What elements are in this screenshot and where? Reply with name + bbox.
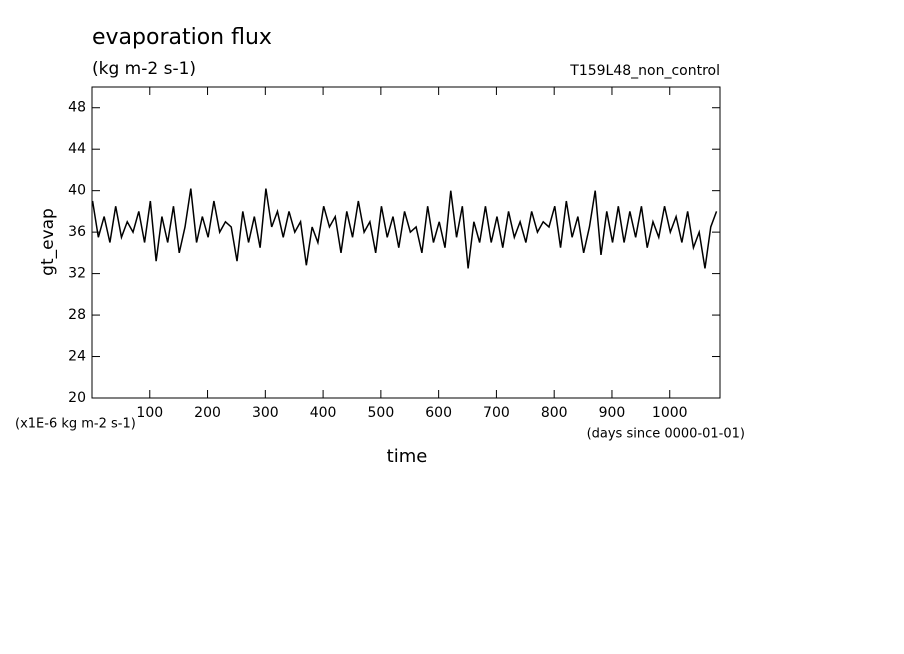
y-tick-label: 48 — [68, 100, 86, 116]
x-tick-label: 600 — [425, 405, 452, 421]
chart-title: evaporation flux — [92, 25, 272, 50]
chart-subtitle: (kg m-2 s-1) — [92, 59, 196, 79]
y-axis-label: gt_evap — [38, 208, 58, 276]
y-tick-label: 20 — [68, 390, 86, 406]
y-tick-label: 40 — [68, 183, 86, 199]
y-tick-label: 44 — [68, 141, 86, 157]
y-tick-label: 36 — [68, 224, 86, 240]
x-tick-label: 100 — [136, 405, 163, 421]
y-units: (x1E-6 kg m-2 s-1) — [15, 417, 136, 432]
x-tick-label: 400 — [310, 405, 337, 421]
x-tick-label: 900 — [599, 405, 626, 421]
x-tick-label: 700 — [483, 405, 510, 421]
x-tick-label: 300 — [252, 405, 279, 421]
x-tick-label: 200 — [194, 405, 221, 421]
x-tick-label: 500 — [368, 405, 395, 421]
plot-frame — [91, 86, 721, 399]
x-axis-label: time — [387, 446, 428, 467]
y-tick-label: 28 — [68, 307, 86, 323]
x-tick-label: 800 — [541, 405, 568, 421]
y-tick-label: 32 — [68, 266, 86, 282]
x-tick-label: 1000 — [652, 405, 688, 421]
x-units: (days since 0000-01-01) — [587, 427, 745, 442]
data-line — [91, 188, 718, 269]
y-tick-label: 24 — [68, 349, 86, 365]
run-label: T159L48_non_control — [569, 63, 720, 79]
